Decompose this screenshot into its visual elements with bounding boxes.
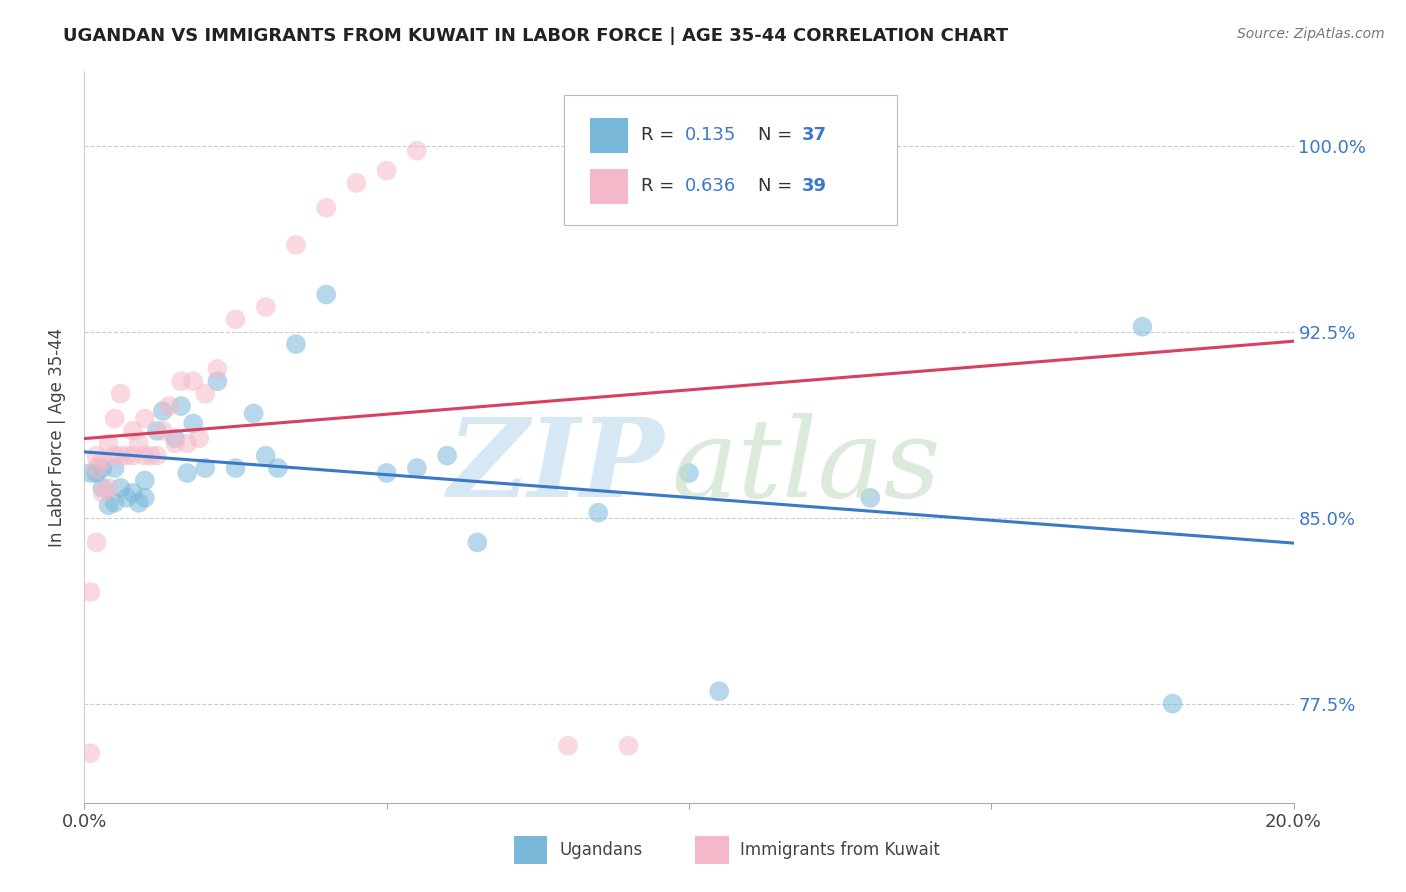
Point (91, 453, 114, 467)
Point (176, 466, 198, 480)
Point (134, 474, 156, 488)
Point (104, 461, 127, 475)
Point (104, 496, 127, 510)
FancyBboxPatch shape (513, 836, 547, 863)
Y-axis label: In Labor Force | Age 35-44: In Labor Force | Age 35-44 (48, 327, 66, 547)
Point (678, 466, 700, 480)
FancyBboxPatch shape (589, 169, 628, 204)
Point (285, 238, 308, 252)
Point (79, 746, 101, 760)
Point (152, 404, 174, 418)
Point (165, 431, 187, 445)
Point (134, 449, 156, 463)
Point (467, 535, 489, 549)
Point (188, 431, 211, 445)
Text: ZIP: ZIP (449, 413, 665, 520)
Point (146, 449, 169, 463)
Point (86, 535, 108, 549)
Text: R =: R = (641, 178, 679, 195)
Point (181, 374, 204, 388)
Point (194, 386, 217, 401)
Point (170, 374, 193, 388)
Point (406, 144, 429, 158)
Point (436, 449, 458, 463)
Point (315, 287, 337, 301)
FancyBboxPatch shape (564, 95, 897, 225)
Point (242, 407, 264, 421)
Point (128, 436, 150, 450)
Point (97, 498, 120, 512)
Point (254, 300, 277, 314)
FancyBboxPatch shape (695, 836, 728, 863)
Point (79, 466, 101, 480)
Point (267, 461, 290, 475)
Point (97, 436, 120, 450)
Point (225, 312, 247, 326)
Point (165, 436, 187, 450)
Text: Immigrants from Kuwait: Immigrants from Kuwait (740, 840, 939, 859)
Point (207, 374, 229, 388)
Point (86, 461, 108, 475)
Point (406, 461, 429, 475)
Point (194, 461, 217, 475)
Point (157, 399, 180, 413)
Text: Source: ZipAtlas.com: Source: ZipAtlas.com (1237, 27, 1385, 41)
Point (134, 491, 156, 505)
Point (557, 739, 579, 753)
Text: 0.636: 0.636 (685, 178, 737, 195)
Point (207, 362, 229, 376)
Point (176, 436, 198, 450)
Point (128, 496, 150, 510)
Point (97, 481, 120, 495)
Point (315, 201, 337, 215)
Point (375, 163, 398, 178)
Text: N =: N = (758, 126, 797, 144)
Point (170, 399, 193, 413)
Point (709, 684, 731, 698)
Text: R =: R = (641, 126, 679, 144)
Point (859, 491, 882, 505)
Point (134, 411, 156, 425)
Point (91, 481, 114, 495)
FancyBboxPatch shape (589, 118, 628, 153)
Point (181, 417, 204, 431)
Point (86, 449, 108, 463)
Point (110, 449, 132, 463)
Text: UGANDAN VS IMMIGRANTS FROM KUWAIT IN LABOR FORCE | AGE 35-44 CORRELATION CHART: UGANDAN VS IMMIGRANTS FROM KUWAIT IN LAB… (63, 27, 1008, 45)
Point (588, 506, 610, 520)
Point (91, 461, 114, 475)
Text: atlas: atlas (671, 413, 941, 520)
Point (139, 449, 162, 463)
Point (254, 449, 277, 463)
Point (104, 411, 127, 425)
Text: 37: 37 (801, 126, 827, 144)
Text: Ugandans: Ugandans (560, 840, 643, 859)
Text: 0.135: 0.135 (685, 126, 737, 144)
Text: 39: 39 (801, 178, 827, 195)
Point (115, 449, 138, 463)
Point (110, 481, 132, 495)
Point (110, 386, 132, 401)
Point (346, 176, 368, 190)
Point (285, 337, 308, 351)
Point (121, 486, 143, 500)
Point (104, 449, 127, 463)
Point (115, 491, 138, 505)
Point (79, 585, 101, 599)
Point (91, 486, 114, 500)
Point (86, 466, 108, 480)
Point (146, 424, 169, 438)
Point (121, 424, 143, 438)
Point (1130, 319, 1153, 334)
Point (121, 449, 143, 463)
Point (1161, 697, 1184, 711)
Point (375, 466, 398, 480)
Point (225, 461, 247, 475)
Point (617, 739, 640, 753)
Point (152, 424, 174, 438)
Text: N =: N = (758, 178, 797, 195)
